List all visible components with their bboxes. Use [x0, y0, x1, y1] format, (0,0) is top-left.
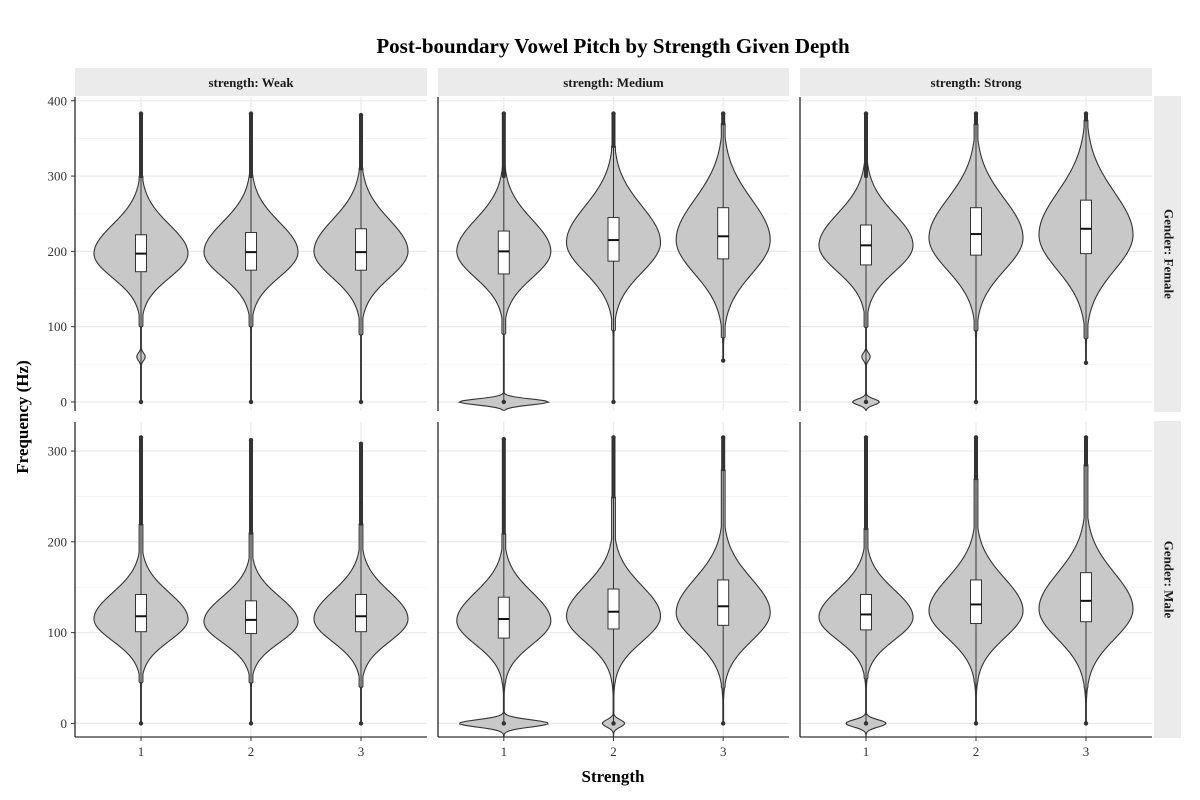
- box: [717, 207, 730, 260]
- x-tick-label: 1: [863, 744, 870, 759]
- y-axis-title: Frequency (Hz): [13, 360, 32, 473]
- panel: 0 100 200 300 1 2 3: [48, 422, 427, 759]
- panel: [437, 97, 789, 411]
- column-strip: [438, 68, 789, 96]
- box: [245, 600, 257, 635]
- x-axis-title: Strength: [582, 767, 646, 786]
- panel: 1 2 3: [799, 422, 1152, 759]
- box: [970, 579, 982, 625]
- x-tick-label: 3: [720, 744, 727, 759]
- column-strip-label: strength: Medium: [563, 75, 664, 90]
- box: [135, 593, 147, 633]
- y-tick-label: 0: [61, 394, 68, 409]
- facet-panels: strength: Weak strength: Medium strength: …: [48, 68, 1181, 759]
- row-strip-label: Gender: Female: [1162, 209, 1177, 299]
- box: [717, 579, 730, 626]
- row-strip-label: Gender: Male: [1162, 541, 1177, 619]
- box: [497, 230, 510, 275]
- x-tick-label: 2: [973, 744, 980, 759]
- box: [1080, 572, 1092, 623]
- y-tick-label: 100: [48, 319, 68, 334]
- row-strip: [1154, 96, 1181, 412]
- x-tick-label: 2: [248, 744, 255, 759]
- chart-title: Post-boundary Vowel Pitch by Strength Gi…: [376, 34, 850, 58]
- panel: 0 100 200 300 400: [48, 93, 427, 411]
- box: [1080, 199, 1092, 255]
- x-tick-label: 1: [501, 744, 508, 759]
- box: [607, 588, 620, 630]
- x-tick-label: 3: [358, 744, 365, 759]
- y-tick-label: 400: [48, 93, 68, 108]
- column-strip-label: strength: Strong: [931, 75, 1022, 90]
- box: [860, 593, 872, 631]
- box: [970, 207, 982, 256]
- x-tick-label: 1: [138, 744, 145, 759]
- y-tick-label: 300: [48, 169, 68, 184]
- x-tick-label: 3: [1083, 744, 1090, 759]
- y-tick-label: 0: [61, 716, 68, 731]
- panel: 1 2 3: [437, 422, 789, 759]
- column-strip: [75, 68, 427, 96]
- y-tick-label: 300: [48, 444, 68, 459]
- y-tick-label: 200: [48, 534, 68, 549]
- column-strip-label: strength: Weak: [208, 75, 294, 90]
- y-tick-label: 200: [48, 244, 68, 259]
- column-strip: [800, 68, 1152, 96]
- panel: [799, 97, 1152, 411]
- box: [355, 593, 367, 633]
- box: [497, 596, 510, 639]
- y-tick-label: 100: [48, 625, 68, 640]
- row-strip: [1154, 421, 1181, 738]
- box: [355, 228, 367, 271]
- x-tick-label: 2: [610, 744, 617, 759]
